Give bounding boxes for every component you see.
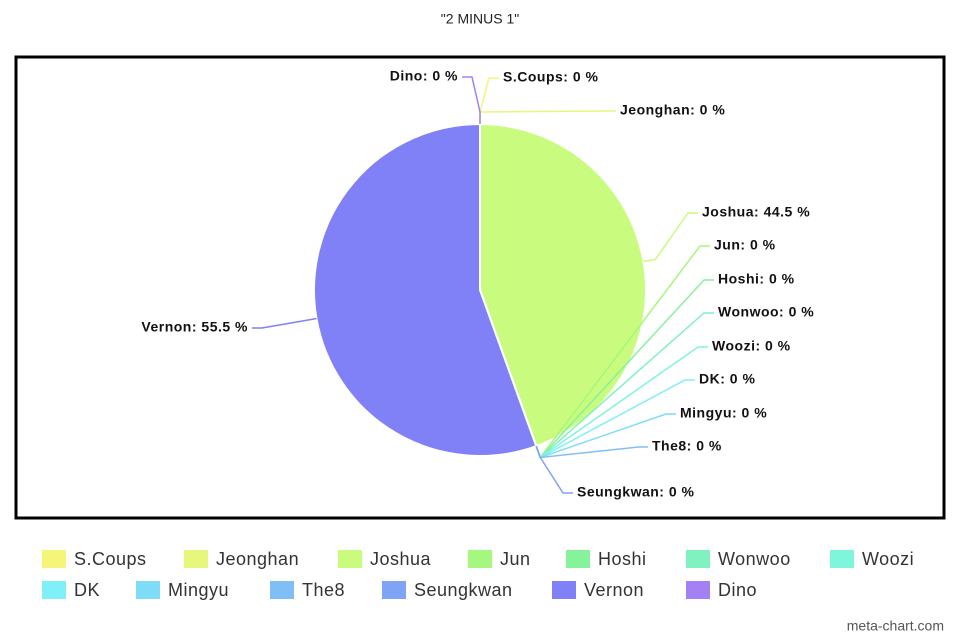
legend-swatch bbox=[42, 550, 66, 568]
data-label: Joshua: 44.5 % bbox=[702, 204, 810, 220]
legend-swatch bbox=[686, 581, 710, 599]
plot-border bbox=[14, 55, 946, 520]
data-label: S.Coups: 0 % bbox=[503, 69, 599, 85]
legend-swatch bbox=[270, 581, 294, 599]
legend-swatch bbox=[136, 581, 160, 599]
chart-title: "2 MINUS 1" bbox=[441, 11, 519, 27]
legend-swatch bbox=[184, 550, 208, 568]
legend-swatch bbox=[552, 581, 576, 599]
legend-label: Mingyu bbox=[168, 580, 229, 600]
data-label: Woozi: 0 % bbox=[712, 338, 791, 354]
data-label: DK: 0 % bbox=[699, 371, 755, 387]
legend-swatch bbox=[566, 550, 590, 568]
legend-label: S.Coups bbox=[74, 549, 147, 569]
leader-line bbox=[479, 110, 616, 124]
legend-label: Jun bbox=[500, 549, 531, 569]
data-label: The8: 0 % bbox=[652, 438, 722, 454]
legend-label: Joshua bbox=[370, 549, 432, 569]
data-label: Vernon: 55.5 % bbox=[141, 319, 248, 335]
watermark: meta-chart.com bbox=[847, 618, 944, 634]
legend-swatch bbox=[382, 581, 406, 599]
legend-swatch bbox=[468, 550, 492, 568]
legend-swatch bbox=[686, 550, 710, 568]
data-label: Hoshi: 0 % bbox=[718, 271, 795, 287]
legend-label: Wonwoo bbox=[718, 549, 791, 569]
legend-label: Woozi bbox=[862, 549, 914, 569]
legend-swatch bbox=[830, 550, 854, 568]
legend-label: Seungkwan bbox=[414, 580, 513, 600]
leader-line bbox=[252, 317, 317, 329]
data-label: Jeonghan: 0 % bbox=[620, 102, 725, 118]
data-label: Mingyu: 0 % bbox=[680, 405, 767, 421]
leader-line bbox=[535, 445, 573, 494]
legend-swatch bbox=[338, 550, 362, 568]
legend-label: DK bbox=[74, 580, 100, 600]
legend-label: Vernon bbox=[584, 580, 644, 600]
data-label: Seungkwan: 0 % bbox=[577, 484, 695, 500]
data-label: Dino: 0 % bbox=[390, 68, 458, 84]
leader-line bbox=[479, 77, 499, 124]
legend-label: Hoshi bbox=[598, 549, 647, 569]
data-label: Jun: 0 % bbox=[714, 237, 776, 253]
legend-swatch bbox=[42, 581, 66, 599]
legend-label: Dino bbox=[718, 580, 757, 600]
legend-label: Jeonghan bbox=[216, 549, 299, 569]
leader-line bbox=[462, 76, 481, 124]
legend-label: The8 bbox=[302, 580, 345, 600]
leader-line bbox=[643, 212, 698, 263]
data-label: Wonwoo: 0 % bbox=[718, 304, 814, 320]
